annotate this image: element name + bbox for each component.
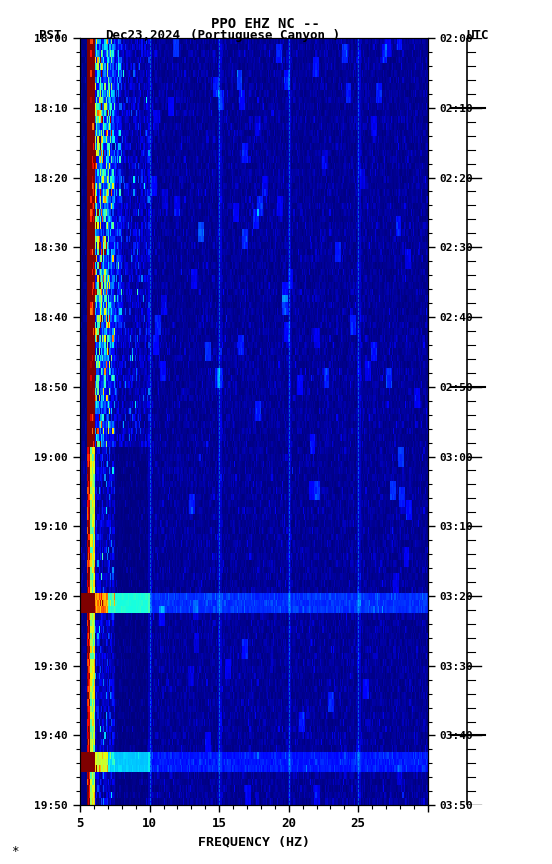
Text: UTC: UTC <box>466 29 489 42</box>
Text: *: * <box>11 845 19 858</box>
Text: PST: PST <box>39 29 61 42</box>
Text: Dec23,2024: Dec23,2024 <box>105 29 180 42</box>
Text: (Portuguese Canyon ): (Portuguese Canyon ) <box>190 29 340 42</box>
Text: PPO EHZ NC --: PPO EHZ NC -- <box>210 17 320 31</box>
X-axis label: FREQUENCY (HZ): FREQUENCY (HZ) <box>198 835 310 848</box>
